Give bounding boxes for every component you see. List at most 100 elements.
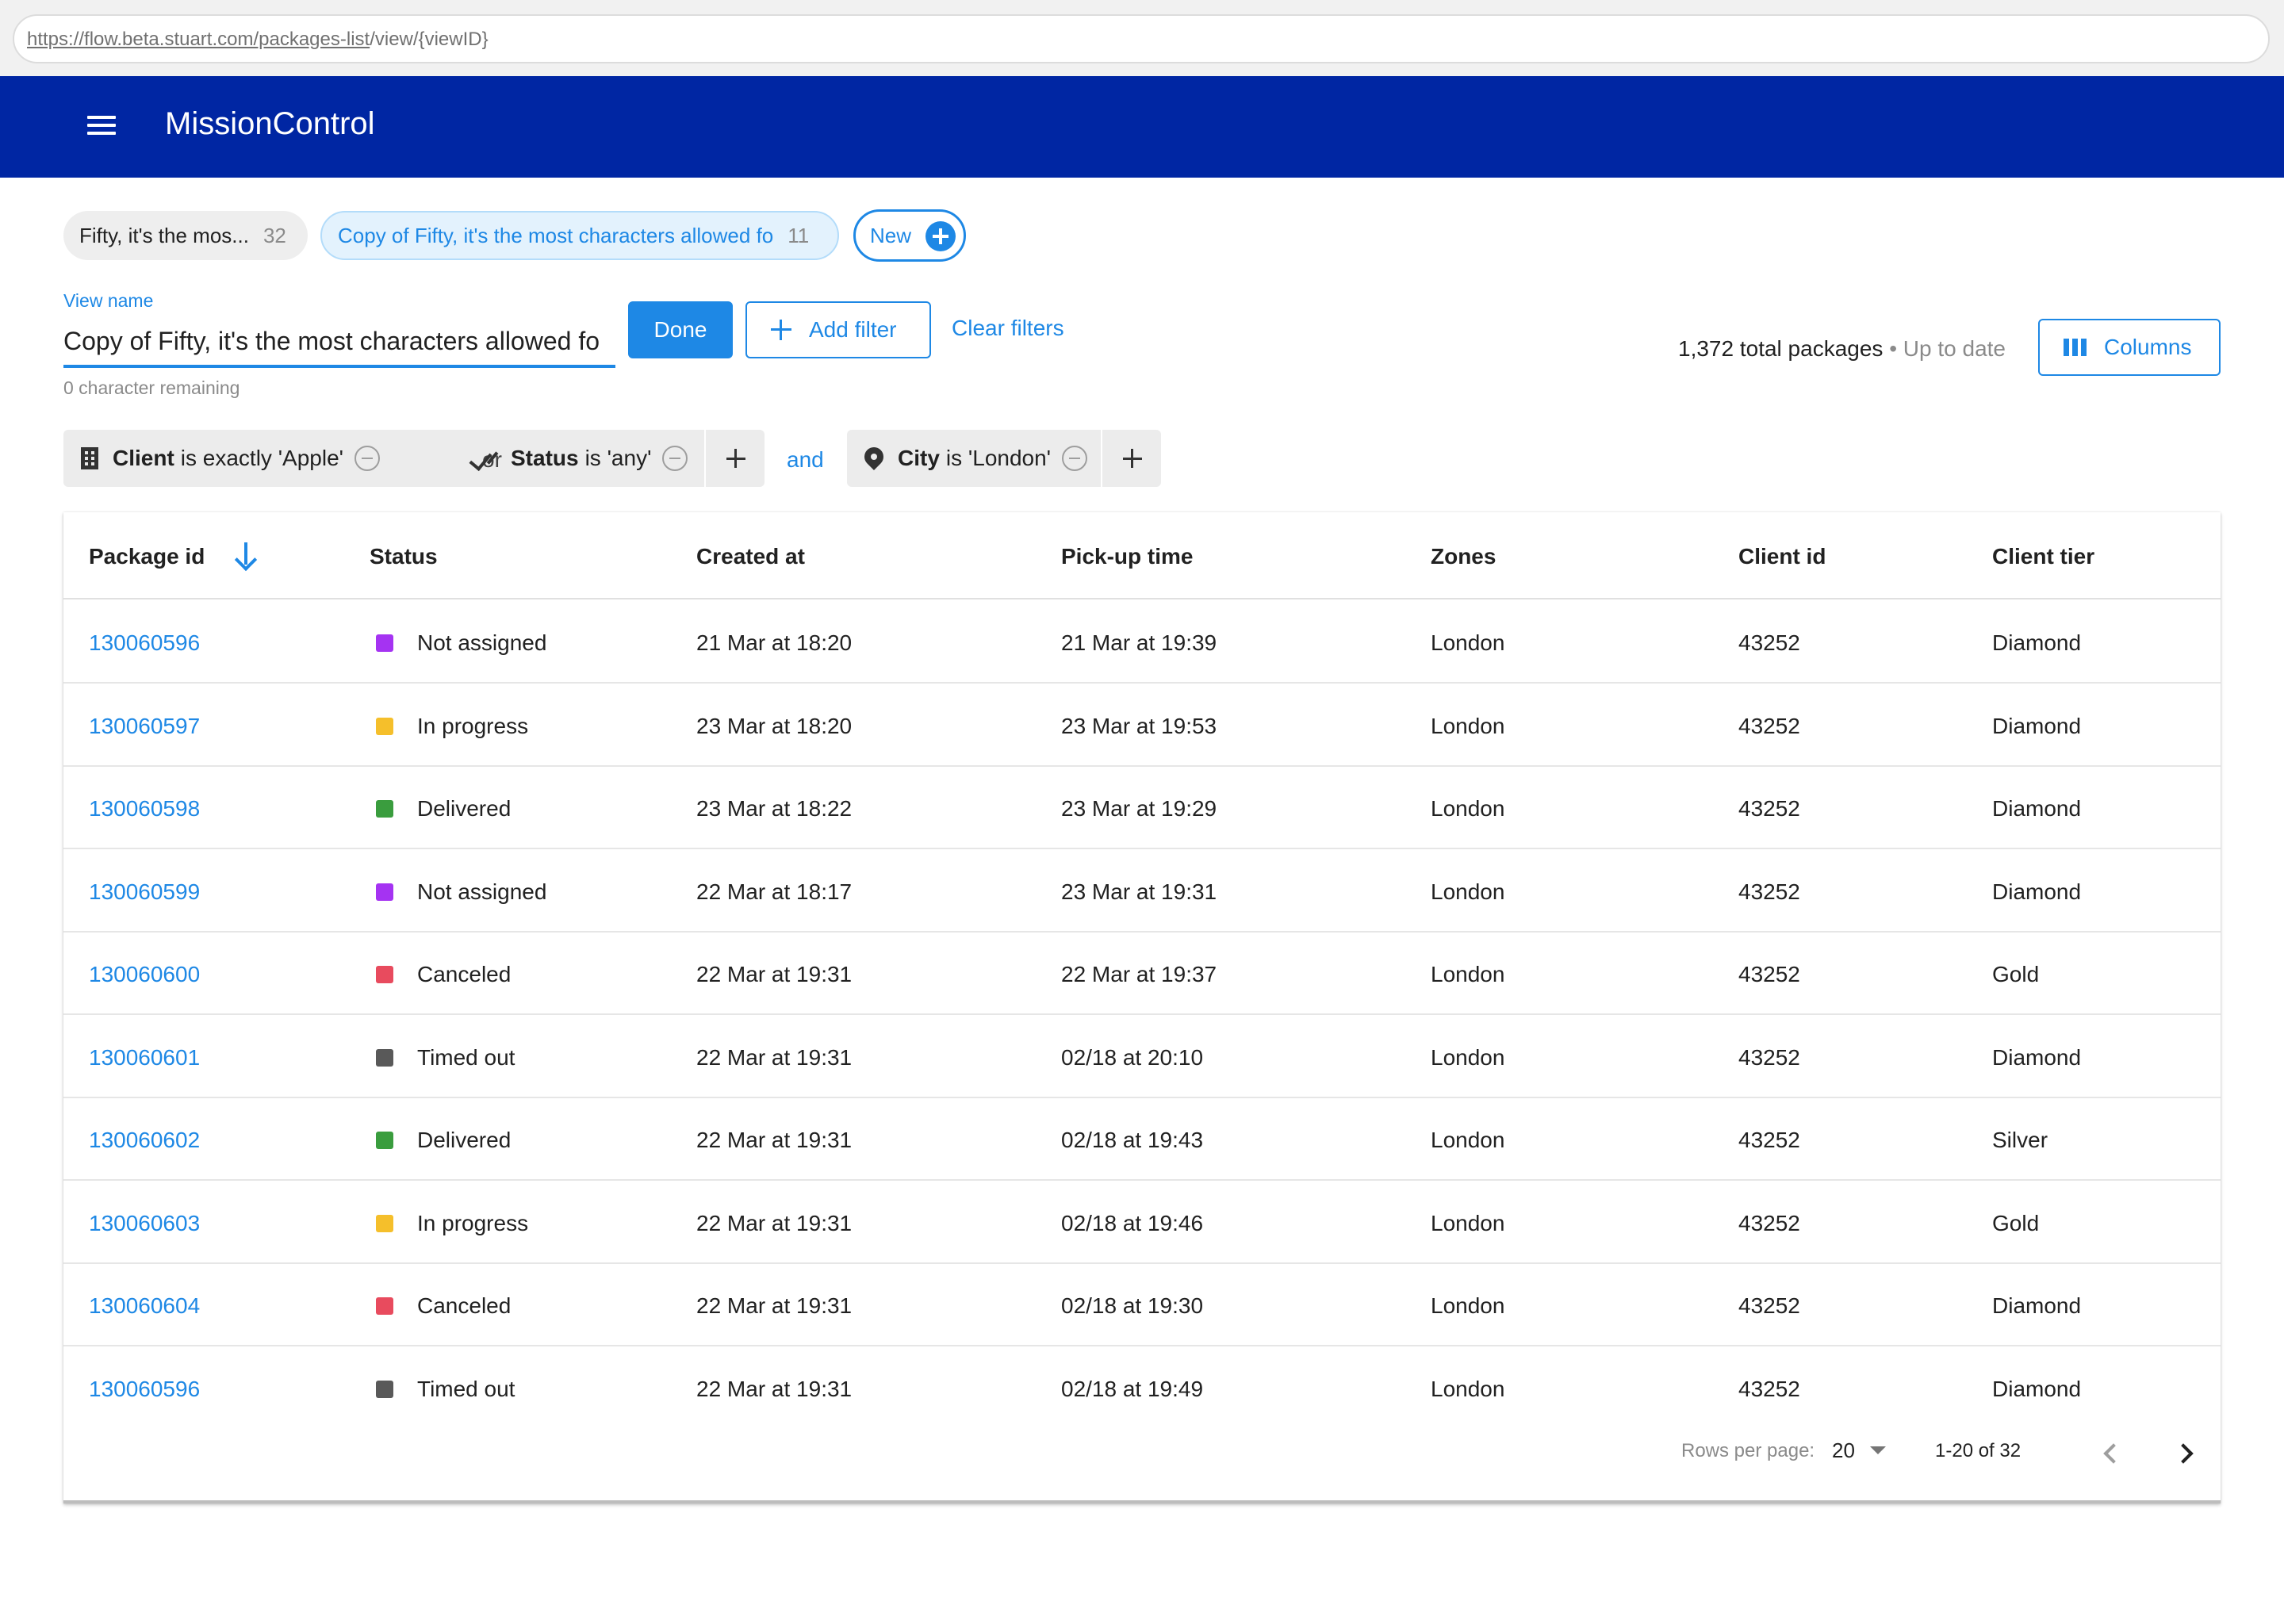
status-text: In progress [417, 713, 529, 738]
table-row[interactable]: 130060600 Canceled 22 Mar at 19:31 22 Mar a… [63, 933, 2221, 1015]
view-tab-count: 11 [788, 223, 810, 247]
client-id-cell: 43252 [1738, 1376, 1800, 1401]
filter-chip-status[interactable]: Status is 'any' [471, 430, 688, 487]
status-indicator-icon [376, 1048, 393, 1067]
zone-cell: London [1431, 1210, 1505, 1235]
status-text: Canceled [417, 1293, 512, 1318]
package-id-link[interactable]: 130060596 [89, 630, 201, 655]
column-header-package-id[interactable]: Package id [89, 544, 205, 569]
zone-cell: London [1431, 1376, 1505, 1401]
status-indicator-icon [376, 883, 393, 901]
view-name-label: View name [63, 290, 154, 311]
status-text: Canceled [417, 962, 512, 986]
client-id-cell: 43252 [1738, 630, 1800, 655]
table-header: Package id Status Created at Pick-up tim… [63, 512, 2221, 599]
client-tier-cell: Gold [1992, 1210, 2040, 1235]
client-id-cell: 43252 [1738, 1210, 1800, 1235]
table-row[interactable]: 130060599 Not assigned 22 Mar at 18:17 23 M… [63, 850, 2221, 933]
table-row[interactable]: 130060597 In progress 23 Mar at 18:20 23 Ma… [63, 684, 2221, 767]
view-name-input[interactable] [63, 317, 615, 368]
status-text: Not assigned [417, 630, 547, 655]
client-id-cell: 43252 [1738, 1044, 1800, 1070]
menu-icon[interactable] [82, 111, 121, 143]
package-id-link[interactable]: 130060600 [89, 962, 201, 986]
sync-status: Up to date [1903, 336, 2006, 361]
table-row[interactable]: 130060602 Delivered 22 Mar at 19:31 02/18 a… [63, 1098, 2221, 1181]
column-header-client-id[interactable]: Client id [1738, 544, 1826, 569]
remove-circle-icon[interactable] [354, 446, 381, 471]
add-filter-label: Add filter [809, 317, 897, 342]
url-text[interactable]: https://flow.beta.stuart.com/packages-li… [27, 29, 489, 50]
clear-filters-button[interactable]: Clear filters [952, 316, 1064, 340]
pickup-time-cell: 23 Mar at 19:31 [1061, 879, 1217, 904]
package-id-link[interactable]: 130060597 [89, 713, 201, 738]
filter-operator-and[interactable]: and [787, 447, 824, 472]
status-text: Timed out [417, 1376, 515, 1401]
new-view-button[interactable]: New [853, 209, 966, 262]
done-button[interactable]: Done [628, 301, 733, 358]
created-at-cell: 22 Mar at 19:31 [696, 1293, 853, 1318]
package-id-link[interactable]: 130060602 [89, 1128, 201, 1152]
client-id-cell: 43252 [1738, 796, 1800, 821]
package-id-link[interactable]: 130060599 [89, 879, 201, 904]
table-row[interactable]: 130060601 Timed out 22 Mar at 19:31 02/18 a… [63, 1016, 2221, 1098]
double-check-icon [471, 447, 500, 469]
created-at-cell: 22 Mar at 19:31 [696, 1128, 853, 1152]
package-id-link[interactable]: 130060596 [89, 1376, 201, 1401]
remove-circle-icon[interactable] [1062, 446, 1088, 471]
client-tier-cell: Silver [1992, 1128, 2048, 1152]
new-view-label: New [870, 223, 912, 247]
status-text: Delivered [417, 1128, 512, 1152]
divider [704, 430, 706, 487]
table-row[interactable]: 130060603 In progress 22 Mar at 19:31 02/18… [63, 1182, 2221, 1264]
column-header-status[interactable]: Status [370, 544, 438, 569]
table-row[interactable]: 130060598 Delivered 23 Mar at 18:22 23 Mar … [63, 767, 2221, 849]
pickup-time-cell: 23 Mar at 19:53 [1061, 713, 1217, 738]
package-id-link[interactable]: 130060603 [89, 1210, 201, 1235]
table-row[interactable]: 130060596 Timed out 22 Mar at 19:31 02/18 a… [63, 1347, 2221, 1430]
column-header-client-tier[interactable]: Client tier [1992, 544, 2095, 569]
plus-icon [771, 320, 791, 340]
pickup-time-cell: 02/18 at 19:43 [1061, 1128, 1204, 1152]
add-or-filter-icon[interactable] [706, 430, 763, 487]
add-circle-icon [925, 221, 956, 251]
filter-chip-city[interactable]: City is 'London' [860, 430, 1088, 487]
created-at-cell: 22 Mar at 19:31 [696, 1210, 853, 1235]
add-filter-button[interactable]: Add filter [745, 301, 931, 358]
view-tab-copy-of-fifty[interactable]: Copy of Fifty, it's the most characters … [320, 211, 839, 260]
chevron-right-icon[interactable] [2170, 1437, 2202, 1469]
table-row[interactable]: 130060604 Canceled 22 Mar at 19:31 02/18 at… [63, 1264, 2221, 1346]
zone-cell: London [1431, 1044, 1505, 1070]
view-name-helper: 0 character remaining [63, 377, 240, 398]
card-bottom-edge [63, 1500, 2221, 1503]
pickup-time-cell: 02/18 at 19:30 [1061, 1293, 1204, 1318]
remove-circle-icon[interactable] [662, 446, 688, 471]
column-header-zones[interactable]: Zones [1431, 544, 1496, 569]
divider [1101, 430, 1102, 487]
client-tier-cell: Gold [1992, 962, 2040, 986]
address-bar[interactable]: https://flow.beta.stuart.com/packages-li… [13, 14, 2270, 63]
dropdown-caret-icon[interactable] [1870, 1446, 1886, 1454]
status-indicator-icon [376, 1132, 393, 1149]
client-tier-cell: Diamond [1992, 1293, 2082, 1318]
column-header-created-at[interactable]: Created at [696, 544, 805, 569]
rows-per-page-select[interactable]: 20 [1832, 1438, 1855, 1462]
sort-descending-icon[interactable] [232, 541, 260, 569]
add-or-filter-icon[interactable] [1102, 430, 1159, 487]
chevron-left-icon[interactable] [2094, 1437, 2125, 1469]
column-header-pickup-time[interactable]: Pick-up time [1061, 544, 1194, 569]
zone-cell: London [1431, 713, 1505, 738]
view-tab-fifty[interactable]: Fifty, it's the mos... 32 [63, 211, 308, 260]
filter-condition: is exactly 'Apple' [180, 446, 344, 470]
status-indicator-icon [376, 1214, 393, 1232]
columns-button[interactable]: Columns [2038, 319, 2221, 376]
status-indicator-icon [376, 800, 393, 818]
package-id-link[interactable]: 130060604 [89, 1293, 201, 1318]
table-row[interactable]: 130060596 Not assigned 21 Mar at 18:20 21 M… [63, 601, 2221, 684]
client-tier-cell: Diamond [1992, 630, 2082, 655]
package-id-link[interactable]: 130060601 [89, 1044, 201, 1070]
columns-label: Columns [2104, 335, 2192, 359]
filter-chip-client[interactable]: Client is exactly 'Apple' [81, 430, 381, 487]
zone-cell: London [1431, 796, 1505, 821]
package-id-link[interactable]: 130060598 [89, 796, 201, 821]
